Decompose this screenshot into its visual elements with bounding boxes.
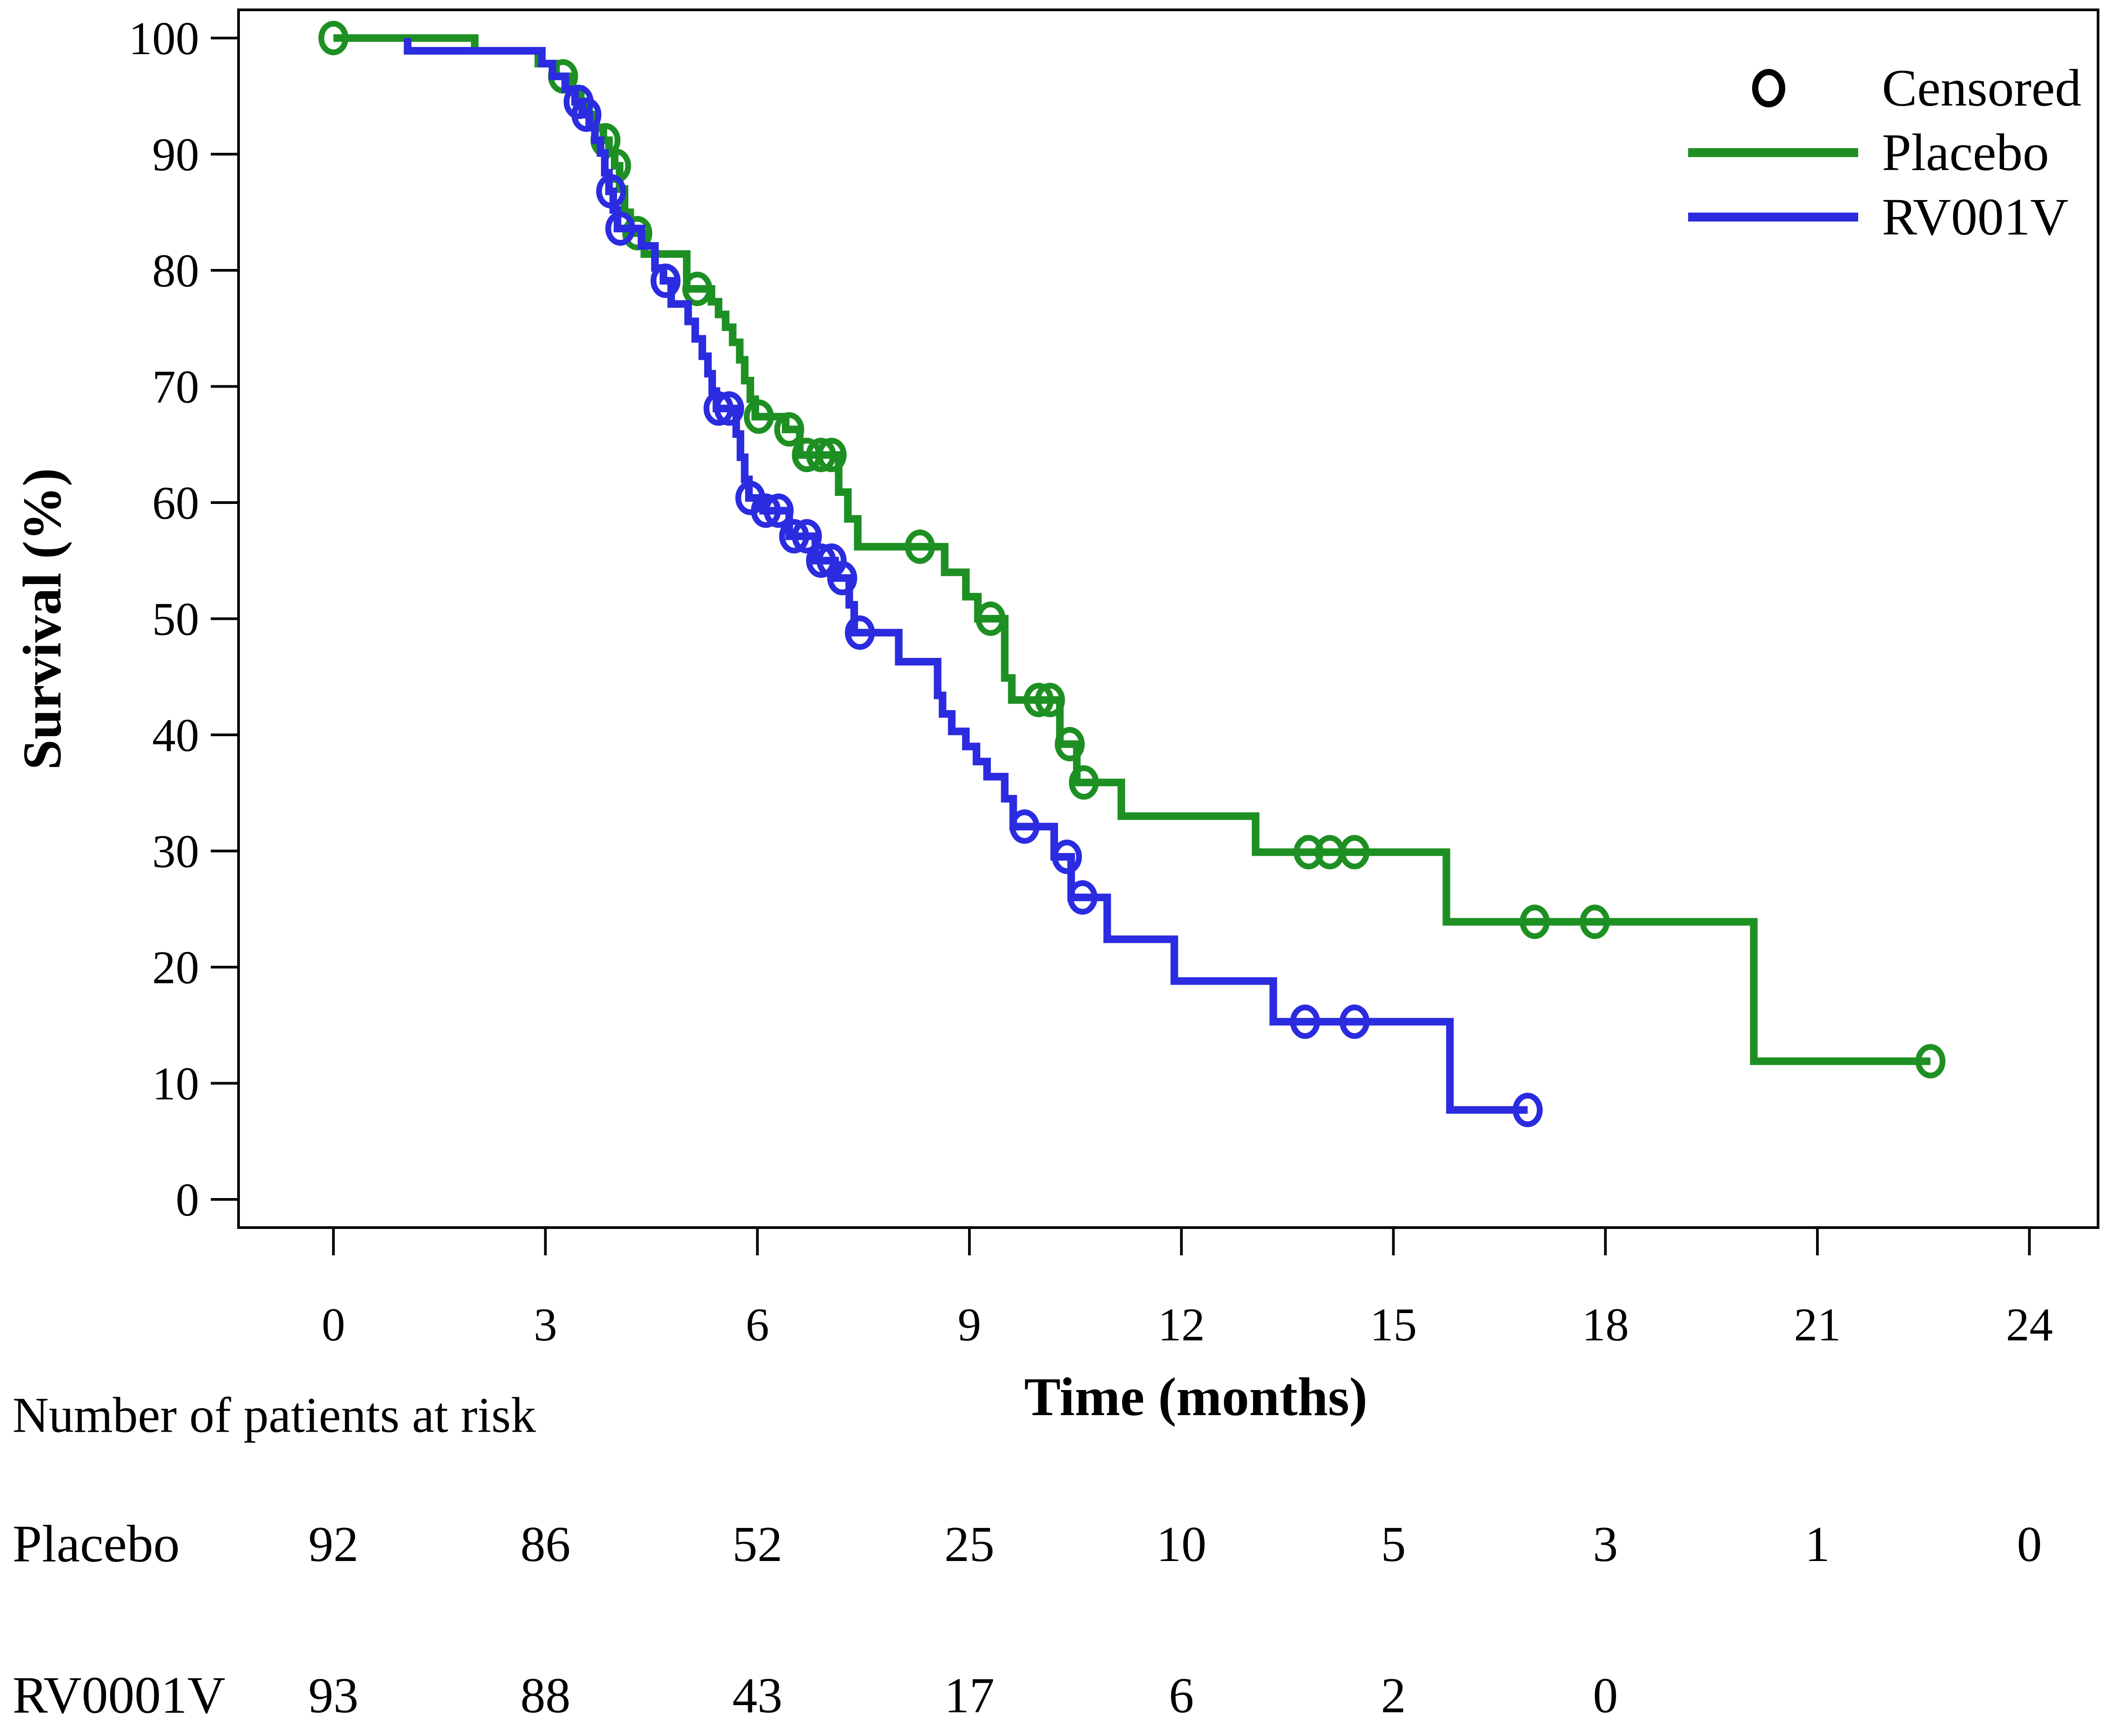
y-tick-label: 90 <box>152 128 199 181</box>
placebo-censor-mark <box>1915 1044 1946 1079</box>
risk-count: 92 <box>308 1517 358 1572</box>
risk-row-label-placebo: Placebo <box>13 1514 180 1573</box>
rv001v-censor-mark <box>845 615 875 650</box>
placebo-censor-mark <box>816 438 847 473</box>
x-tick-label: 15 <box>1370 1298 1417 1351</box>
risk-count: 17 <box>944 1668 994 1723</box>
placebo-censor-mark <box>975 601 1006 636</box>
y-tick-label: 80 <box>152 244 199 297</box>
risk-table-title: Number of patients at risk <box>13 1387 536 1443</box>
placebo-censor-mark <box>1519 904 1550 939</box>
y-tick-label: 40 <box>152 709 199 761</box>
legend-label-censored: Censored <box>1882 59 2081 117</box>
y-tick-label: 60 <box>152 477 199 529</box>
placebo-censor-mark <box>1024 682 1054 717</box>
placebo-censor-mark <box>1580 904 1610 939</box>
placebo-censor-mark <box>1293 835 1324 870</box>
y-tick-label: 30 <box>152 825 199 878</box>
risk-count: 88 <box>520 1668 571 1723</box>
risk-count: 25 <box>944 1517 994 1572</box>
risk-count: 1 <box>1805 1517 1830 1572</box>
placebo-censor-mark <box>806 438 836 473</box>
placebo-censor-mark <box>774 412 804 447</box>
placebo-censor-mark <box>682 272 712 307</box>
risk-count: 0 <box>2017 1517 2042 1572</box>
risk-count: 93 <box>308 1668 358 1723</box>
y-tick-label: 20 <box>152 941 199 994</box>
risk-count: 43 <box>732 1668 782 1723</box>
placebo-censor-mark <box>1054 727 1085 762</box>
x-tick-label: 12 <box>1158 1298 1205 1351</box>
legend-censored-icon <box>1752 69 1785 107</box>
rv001v-censor-mark <box>714 391 744 426</box>
y-tick-label: 0 <box>176 1173 200 1226</box>
placebo-censor-mark <box>1069 765 1099 800</box>
rv001v-censor-mark <box>792 519 822 554</box>
rv001v-censor-mark <box>1339 1004 1370 1039</box>
risk-count: 6 <box>1169 1668 1194 1723</box>
y-tick-label: 70 <box>152 361 199 413</box>
x-tick-label: 3 <box>533 1298 557 1351</box>
placebo-censor-mark <box>622 216 653 251</box>
rv001v-censor-mark <box>650 263 681 298</box>
risk-count: 86 <box>520 1517 571 1572</box>
rv001v-curve <box>404 38 1528 1114</box>
risk-count: 2 <box>1381 1668 1406 1723</box>
placebo-censor-mark <box>1339 835 1370 870</box>
rv001v-censor-mark <box>704 391 734 426</box>
rv001v-censor-mark <box>779 519 810 554</box>
rv001v-censor-mark <box>1067 880 1098 915</box>
placebo-curve <box>333 34 1931 1065</box>
y-tick-label: 50 <box>152 593 199 645</box>
y-tick-label: 10 <box>152 1058 199 1110</box>
rv001v-censor-mark <box>1290 1004 1320 1039</box>
x-tick-label: 6 <box>746 1298 769 1351</box>
risk-row-label-rv0001v: RV0001V <box>13 1666 226 1724</box>
placebo-censor-mark <box>318 21 349 55</box>
risk-count: 52 <box>732 1517 782 1572</box>
x-tick-label: 9 <box>958 1298 981 1351</box>
rv001v-censor-mark <box>806 543 836 578</box>
legend-label-placebo: Placebo <box>1882 123 2049 182</box>
rv001v-censor-mark <box>571 97 601 132</box>
x-tick-label: 18 <box>1582 1298 1629 1351</box>
rv001v-censor-mark <box>596 174 627 209</box>
legend-label-rv001v: RV001V <box>1882 188 2069 246</box>
placebo-censor-mark <box>744 399 774 434</box>
rv001v-censor-mark <box>763 493 794 528</box>
rv001v-censor-mark <box>1009 809 1040 844</box>
rv001v-censor-mark <box>1052 839 1082 874</box>
plot-box <box>237 9 2099 1229</box>
x-axis-title: Time (months) <box>1024 1367 1368 1427</box>
risk-count: 3 <box>1593 1517 1618 1572</box>
rv001v-censor-mark <box>605 211 636 246</box>
y-tick-label: 100 <box>129 12 200 64</box>
placebo-censor-mark <box>1035 682 1065 717</box>
risk-count: 5 <box>1381 1517 1406 1572</box>
x-tick-label: 0 <box>322 1298 345 1351</box>
rv001v-censor-mark <box>751 493 781 528</box>
placebo-censor-mark <box>905 529 935 564</box>
x-tick-label: 21 <box>1794 1298 1841 1351</box>
y-axis-title: Survival (%) <box>12 468 73 770</box>
x-tick-label: 24 <box>2006 1298 2053 1351</box>
risk-count: 0 <box>1593 1668 1618 1723</box>
risk-count: 10 <box>1156 1517 1207 1572</box>
rv001v-censor-mark <box>1513 1092 1543 1127</box>
rv001v-censor-mark <box>827 561 857 596</box>
